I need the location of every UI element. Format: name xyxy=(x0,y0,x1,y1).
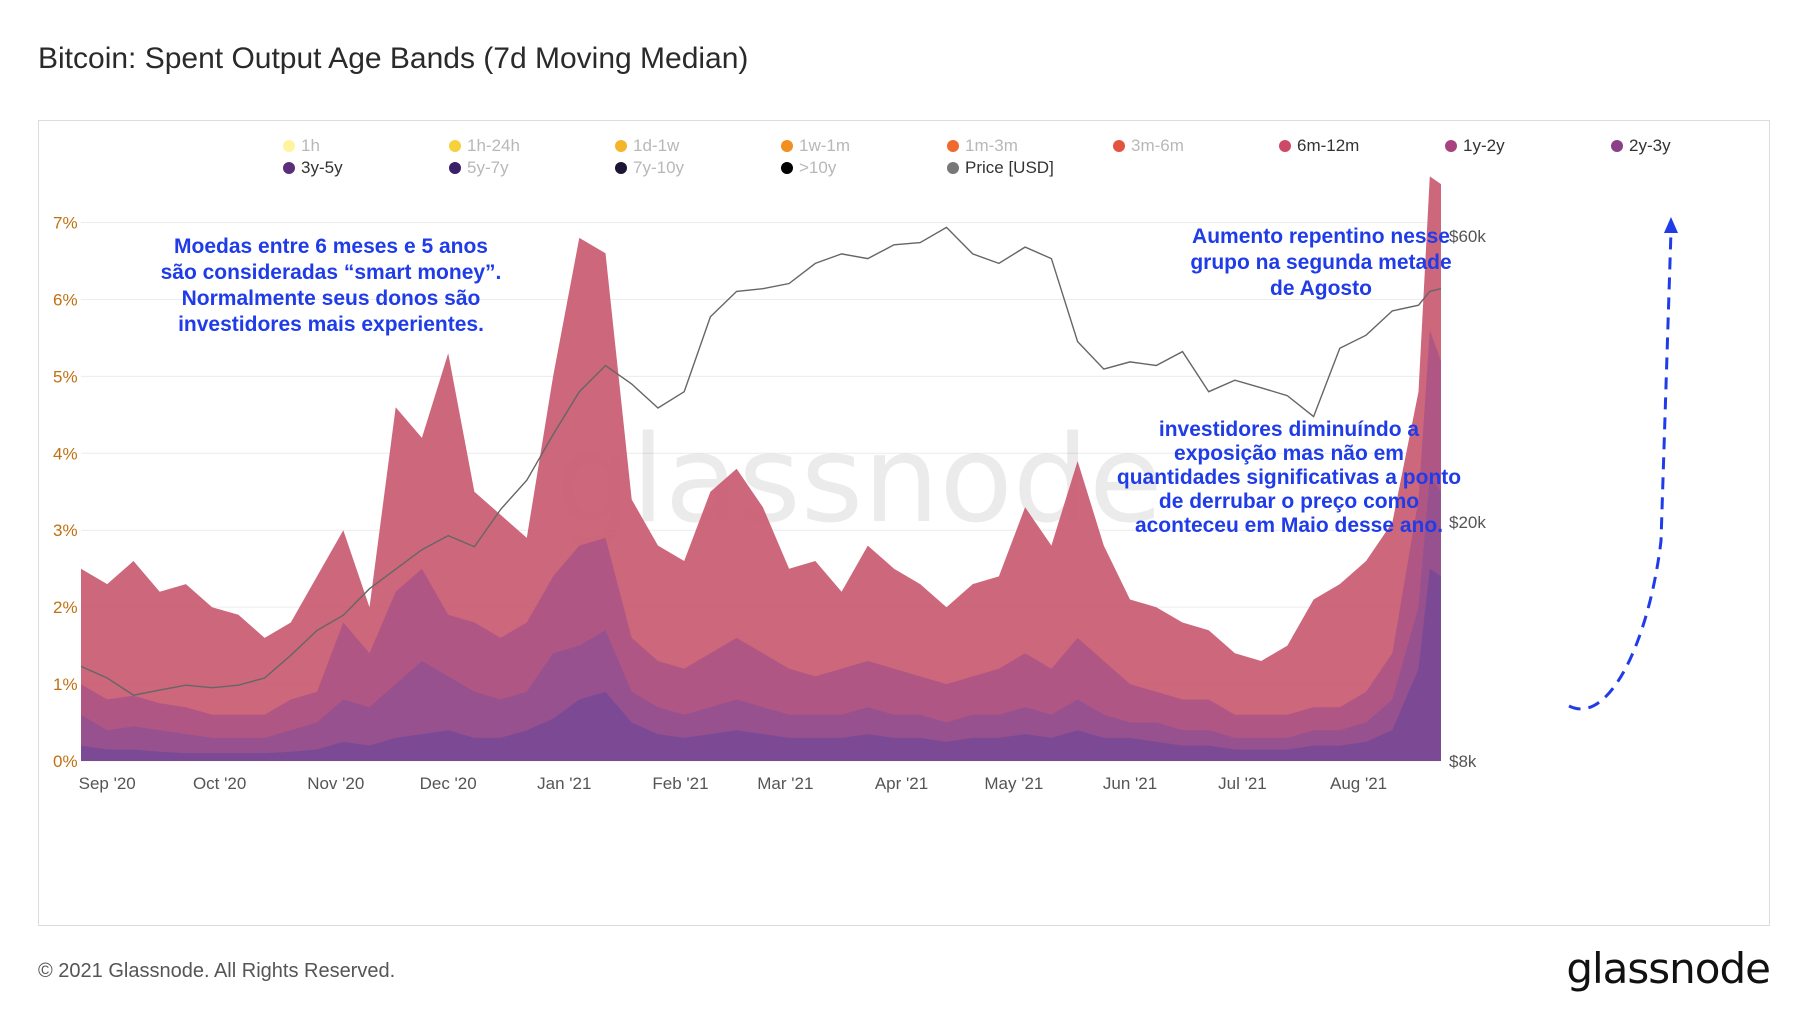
y-axis-left: 0% 1% 2% 3% 4% 5% 6% 7% xyxy=(53,214,78,771)
annotation-line: de Agosto xyxy=(1270,277,1372,300)
y-tick-label: 2% xyxy=(53,598,78,617)
x-tick-label: Oct '20 xyxy=(193,774,246,793)
x-tick-label: Nov '20 xyxy=(307,774,364,793)
legend-label: Price [USD] xyxy=(965,158,1054,177)
dashed-arrow-path xyxy=(1568,230,1673,711)
area-2y-3y xyxy=(81,476,1441,761)
legend-dot xyxy=(1113,140,1125,152)
x-tick-label: Sep '20 xyxy=(79,774,136,793)
copyright-text: © 2021 Glassnode. All Rights Reserved. xyxy=(38,960,396,982)
price-line-group xyxy=(80,226,1442,696)
y-tick-label: 0% xyxy=(53,752,78,771)
legend-label: 3y-5y xyxy=(301,158,343,177)
annotations: Moedas entre 6 meses e 5 anos são conside… xyxy=(161,225,1462,537)
annotation-3: investidores diminuíndo a exposição mas n… xyxy=(1117,418,1461,537)
legend-dot xyxy=(781,140,793,152)
legend-label: 1m-3m xyxy=(965,136,1018,155)
x-tick-label: Jan '21 xyxy=(537,774,591,793)
legend-label: 3m-6m xyxy=(1131,136,1184,155)
price-line xyxy=(80,226,1442,696)
annotation-line: Normalmente seus donos são xyxy=(182,287,481,310)
legend-label: 1d-1w xyxy=(633,136,680,155)
legend-item-1m-3m[interactable]: 1m-3m xyxy=(947,136,1018,155)
annotation-line: são consideradas “smart money”. xyxy=(161,261,502,284)
y-right-tick-label: $60k xyxy=(1449,227,1486,246)
legend-item-3m-6m[interactable]: 3m-6m xyxy=(1113,136,1184,155)
annotation-line: Moedas entre 6 meses e 5 anos xyxy=(174,235,488,258)
chart-legend: 1h 1h-24h 1d-1w 1w-1m 1m-3m 3m-6m 6m-12m 1y-2y 2… xyxy=(283,136,1671,177)
legend-item-5y-7y[interactable]: 5y-7y xyxy=(449,158,509,177)
legend-dot xyxy=(615,140,627,152)
legend-item-1d-1w[interactable]: 1d-1w xyxy=(615,136,680,155)
annotation-line: de derrubar o preço como xyxy=(1159,490,1419,513)
annotation-line: aconteceu em Maio desse ano. xyxy=(1135,514,1443,537)
legend-dot xyxy=(283,162,295,174)
y-tick-label: 5% xyxy=(53,367,78,386)
x-axis: Sep '20 Oct '20 Nov '20 Dec '20 Jan '21 Feb '… xyxy=(79,774,1387,793)
legend-item-6m-12m[interactable]: 6m-12m xyxy=(1279,136,1359,155)
legend-item-1y-2y[interactable]: 1y-2y xyxy=(1445,136,1505,155)
annotation-line: investidores mais experientes. xyxy=(178,313,484,336)
x-tick-label: Aug '21 xyxy=(1330,774,1387,793)
legend-item-1h[interactable]: 1h xyxy=(283,136,320,155)
legend-item-1h-24h[interactable]: 1h-24h xyxy=(449,136,520,155)
x-tick-label: May '21 xyxy=(984,774,1043,793)
legend-label: 1w-1m xyxy=(799,136,850,155)
legend-label: 6m-12m xyxy=(1297,136,1359,155)
y-right-tick-label: $20k xyxy=(1449,513,1486,532)
legend-dot xyxy=(449,140,461,152)
legend-dot xyxy=(1279,140,1291,152)
x-tick-label: Jul '21 xyxy=(1218,774,1267,793)
y-tick-label: 3% xyxy=(53,521,78,540)
legend-item-3y-5y[interactable]: 3y-5y xyxy=(283,158,343,177)
x-tick-label: Dec '20 xyxy=(420,774,477,793)
legend-item-1w-1m[interactable]: 1w-1m xyxy=(781,136,850,155)
area-1y-2y xyxy=(81,330,1441,761)
arrow-head xyxy=(1664,217,1678,233)
y-tick-label: 4% xyxy=(53,444,78,463)
chart-title: Bitcoin: Spent Output Age Bands (7d Movi… xyxy=(38,42,749,75)
x-tick-label: Jun '21 xyxy=(1103,774,1157,793)
annotation-2: Aumento repentino nesse grupo na segunda … xyxy=(1190,225,1451,300)
annotation-line: grupo na segunda metade xyxy=(1190,251,1451,274)
legend-dot xyxy=(1445,140,1457,152)
y-tick-label: 1% xyxy=(53,675,78,694)
legend-label: 1h-24h xyxy=(467,136,520,155)
x-tick-label: Apr '21 xyxy=(875,774,928,793)
y-right-tick-label: $8k xyxy=(1449,752,1477,771)
chart-svg: 1h 1h-24h 1d-1w 1w-1m 1m-3m 3m-6m 6m-12m 1y-2y 2… xyxy=(53,136,1678,793)
x-tick-label: Mar '21 xyxy=(757,774,813,793)
legend-item-2y-3y[interactable]: 2y-3y xyxy=(1611,136,1671,155)
legend-dot xyxy=(615,162,627,174)
legend-label: 2y-3y xyxy=(1629,136,1671,155)
annotation-line: investidores diminuíndo a xyxy=(1159,418,1420,441)
annotation-arrow xyxy=(1568,217,1678,711)
legend-label: >10y xyxy=(799,158,837,177)
legend-dot xyxy=(1611,140,1623,152)
legend-label: 1h xyxy=(301,136,320,155)
legend-label: 7y-10y xyxy=(633,158,685,177)
annotation-line: exposição mas não em xyxy=(1174,442,1404,465)
annotation-1: Moedas entre 6 meses e 5 anos são conside… xyxy=(161,235,502,336)
annotation-line: Aumento repentino nesse xyxy=(1192,225,1450,248)
legend-item--10y[interactable]: >10y xyxy=(781,158,837,177)
legend-dot xyxy=(947,162,959,174)
y-tick-label: 7% xyxy=(53,214,78,233)
glassnode-logo[interactable]: glassnode xyxy=(1566,944,1771,993)
legend-dot xyxy=(781,162,793,174)
legend-label: 5y-7y xyxy=(467,158,509,177)
y-tick-label: 6% xyxy=(53,290,78,309)
legend-dot xyxy=(947,140,959,152)
x-tick-label: Feb '21 xyxy=(652,774,708,793)
chart-panel: 1h 1h-24h 1d-1w 1w-1m 1m-3m 3m-6m 6m-12m 1y-2y 2… xyxy=(38,120,1770,926)
annotation-line: quantidades significativas a ponto xyxy=(1117,466,1461,489)
y-axis-right: $8k $20k $60k xyxy=(1449,227,1486,771)
legend-dot xyxy=(283,140,295,152)
legend-label: 1y-2y xyxy=(1463,136,1505,155)
legend-item-7y-10y[interactable]: 7y-10y xyxy=(615,158,685,177)
legend-item-price-usd-[interactable]: Price [USD] xyxy=(947,158,1054,177)
area-series-group xyxy=(81,176,1441,761)
legend-dot xyxy=(449,162,461,174)
